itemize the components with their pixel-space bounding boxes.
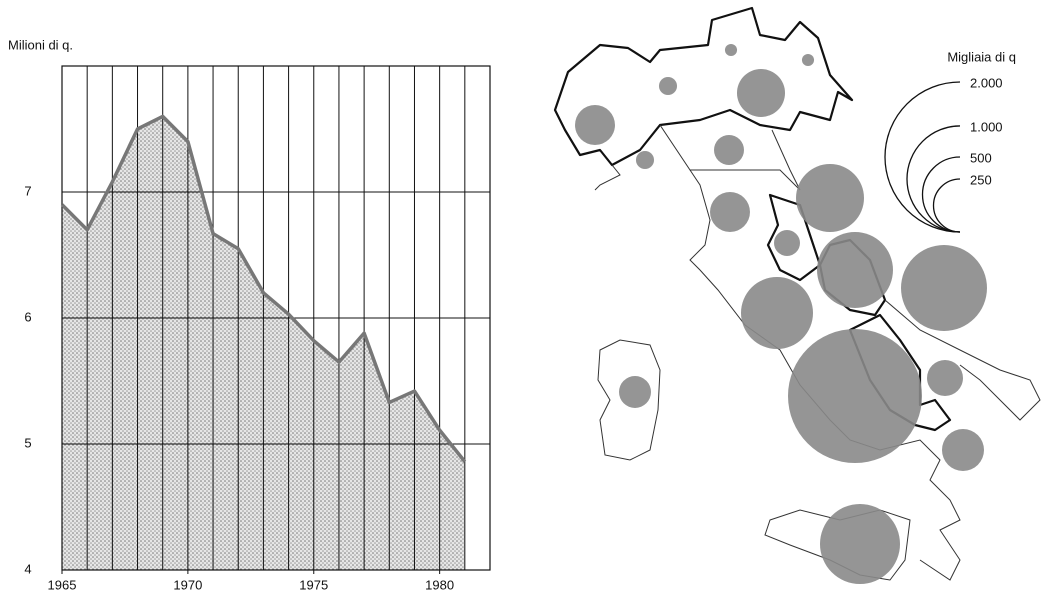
bubble bbox=[819, 503, 901, 585]
bubble bbox=[740, 276, 814, 350]
bubble bbox=[801, 53, 815, 67]
x-tick-label: 1970 bbox=[173, 577, 202, 592]
y-tick-label: 4 bbox=[24, 561, 31, 576]
bubble bbox=[724, 43, 738, 57]
bubble bbox=[788, 329, 922, 463]
y-axis-label: Milioni di q. bbox=[8, 37, 73, 52]
bubble bbox=[658, 76, 678, 96]
x-tick-label: 1980 bbox=[425, 577, 454, 592]
bubble bbox=[575, 105, 615, 145]
bubble bbox=[710, 192, 750, 232]
size-legend-label: 250 bbox=[970, 172, 992, 187]
bubble bbox=[927, 360, 963, 396]
bubble bbox=[941, 428, 985, 472]
bubble bbox=[619, 376, 651, 408]
bubble bbox=[796, 164, 864, 232]
size-legend-arc bbox=[932, 178, 961, 233]
size-legend-label: 1.000 bbox=[970, 119, 1003, 134]
size-legend-label: 500 bbox=[970, 150, 992, 165]
size-legend-arc bbox=[921, 156, 961, 233]
line bbox=[60, 114, 467, 463]
y-tick-label: 5 bbox=[24, 435, 31, 450]
bubble bbox=[901, 245, 987, 331]
bubble bbox=[736, 68, 786, 118]
size-legend-arc bbox=[906, 125, 961, 233]
y-tick-label: 6 bbox=[24, 309, 31, 324]
size-legend-title: Migliaia di q bbox=[947, 49, 1016, 64]
bubble bbox=[817, 232, 893, 308]
size-legend-arc bbox=[884, 81, 961, 233]
bubble bbox=[635, 150, 655, 170]
bubble bbox=[774, 230, 800, 256]
y-tick-label: 7 bbox=[24, 183, 31, 198]
x-tick-label: 1965 bbox=[48, 577, 77, 592]
x-tick-label: 1975 bbox=[299, 577, 328, 592]
size-legend-label: 2.000 bbox=[970, 75, 1003, 90]
bubble bbox=[714, 135, 744, 165]
